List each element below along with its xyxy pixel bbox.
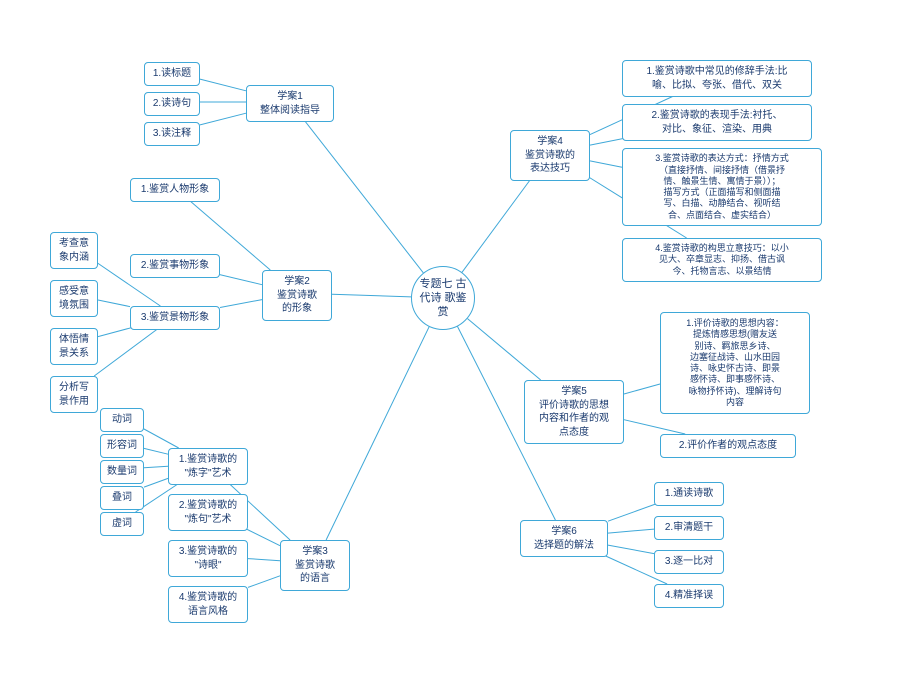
node-label: 4.鉴赏诗歌的 语言风格 [179, 591, 237, 618]
center-label: 专题七 古代诗 歌鉴赏 [416, 277, 470, 320]
center-node: 专题七 古代诗 歌鉴赏 [411, 266, 475, 330]
edge [139, 426, 179, 448]
node-a1: 学案1 整体阅读指导 [246, 85, 334, 122]
node-a1_3: 3.读注释 [144, 122, 200, 146]
node-label: 学案5 评价诗歌的思想 内容和作者的观 点态度 [539, 385, 609, 439]
node-label: 学案6 选择题的解法 [534, 525, 594, 552]
node-label: 叠词 [112, 491, 132, 505]
edge [248, 559, 280, 561]
node-label: 1.鉴赏诗歌的 "炼字"艺术 [179, 453, 237, 480]
node-label: 2.评价作者的观点态度 [679, 439, 777, 453]
node-a2_3c: 体悟情 景关系 [50, 328, 98, 365]
edge [200, 113, 246, 125]
node-a2_3b: 感受意 境氛围 [50, 280, 98, 317]
node-a3_1a: 动词 [100, 408, 144, 432]
edge [144, 478, 168, 487]
node-label: 学案4 鉴赏诗歌的 表达技巧 [525, 135, 575, 176]
node-label: 体悟情 景关系 [59, 333, 89, 360]
node-a1_2: 2.读诗句 [144, 92, 200, 116]
node-label: 4.精准择误 [665, 589, 713, 603]
node-label: 1.鉴赏诗歌中常见的修辞手法:比 喻、比拟、夸张、借代、双关 [646, 65, 787, 92]
node-a6_2: 2.审清题干 [654, 516, 724, 540]
edge [144, 448, 168, 454]
edge [94, 326, 161, 376]
node-a3_1b: 形容词 [100, 434, 144, 458]
node-label: 2.鉴赏诗歌的表现手法:衬托、 对比、象征、渲染、用典 [651, 109, 782, 136]
node-a3_2: 2.鉴赏诗歌的 "炼句"艺术 [168, 494, 248, 531]
edge [220, 300, 262, 308]
node-a2_1: 1.鉴赏人物形象 [130, 178, 220, 202]
node-label: 形容词 [107, 439, 137, 453]
node-label: 1.读标题 [153, 67, 191, 81]
node-a3_4: 4.鉴赏诗歌的 语言风格 [168, 586, 248, 623]
node-label: 1.鉴赏人物形象 [141, 183, 209, 197]
node-a3_1d: 叠词 [100, 486, 144, 510]
edge [248, 576, 280, 588]
node-label: 动词 [112, 413, 132, 427]
edge [608, 529, 654, 533]
edge [200, 79, 246, 91]
node-label: 2.审清题干 [665, 521, 713, 535]
node-a3_1c: 数量词 [100, 460, 144, 484]
edge [326, 327, 429, 540]
node-a2_2: 2.鉴赏事物形象 [130, 254, 220, 278]
edge [624, 384, 660, 394]
node-label: 考查意 象内涵 [59, 237, 89, 264]
node-label: 3.读注释 [153, 127, 191, 141]
node-label: 3.鉴赏诗歌的表达方式：抒情方式 （直接抒情、间接抒情（借景抒 情、触景生情、寓… [655, 153, 789, 221]
node-label: 1.评价诗歌的思想内容： 提炼情感思想(赠友送 别诗、羁旅思乡诗、 边塞征战诗、… [686, 318, 784, 408]
edge [144, 466, 168, 467]
node-a6_1: 1.通读诗歌 [654, 482, 724, 506]
node-a5: 学案5 评价诗歌的思想 内容和作者的观 点态度 [524, 380, 624, 444]
node-a3: 学案3 鉴赏诗歌 的语言 [280, 540, 350, 591]
edge [608, 545, 654, 554]
node-label: 学案3 鉴赏诗歌 的语言 [295, 545, 335, 586]
edge [217, 274, 262, 285]
node-a4_1: 1.鉴赏诗歌中常见的修辞手法:比 喻、比拟、夸张、借代、双关 [622, 60, 812, 97]
node-a6_4: 4.精准择误 [654, 584, 724, 608]
edge [98, 300, 130, 307]
node-label: 3.逐一比对 [665, 555, 713, 569]
node-a3_1: 1.鉴赏诗歌的 "炼字"艺术 [168, 448, 248, 485]
node-a4_3: 3.鉴赏诗歌的表达方式：抒情方式 （直接抒情、间接抒情（借景抒 情、触景生情、寓… [622, 148, 822, 226]
node-label: 3.鉴赏景物形象 [141, 311, 209, 325]
edge [624, 420, 685, 434]
edge [303, 119, 423, 273]
node-label: 2.鉴赏事物形象 [141, 259, 209, 273]
node-a3_3: 3.鉴赏诗歌的 "诗眼" [168, 540, 248, 577]
node-a6_3: 3.逐一比对 [654, 550, 724, 574]
node-label: 数量词 [107, 465, 137, 479]
node-label: 2.鉴赏诗歌的 "炼句"艺术 [179, 499, 237, 526]
edge [590, 161, 622, 167]
node-a2_3d: 分析写 景作用 [50, 376, 98, 413]
node-a5_1: 1.评价诗歌的思想内容： 提炼情感思想(赠友送 别诗、羁旅思乡诗、 边塞征战诗、… [660, 312, 810, 414]
node-label: 1.通读诗歌 [665, 487, 713, 501]
node-label: 学案1 整体阅读指导 [260, 90, 320, 117]
edge [468, 319, 541, 380]
node-label: 2.读诗句 [153, 97, 191, 111]
node-label: 感受意 境氛围 [59, 285, 89, 312]
node-a2_3a: 考查意 象内涵 [50, 232, 98, 269]
node-a4_4: 4.鉴赏诗歌的构思立意技巧：以小 见大、卒章显志、抑扬、借古讽 今、托物言志、以… [622, 238, 822, 282]
node-a3_1e: 虚词 [100, 512, 144, 536]
node-label: 4.鉴赏诗歌的构思立意技巧：以小 见大、卒章显志、抑扬、借古讽 今、托物言志、以… [655, 243, 789, 277]
node-a5_2: 2.评价作者的观点态度 [660, 434, 796, 458]
node-a2_3: 3.鉴赏景物形象 [130, 306, 220, 330]
node-label: 虚词 [112, 517, 132, 531]
node-a1_1: 1.读标题 [144, 62, 200, 86]
node-a6: 学案6 选择题的解法 [520, 520, 608, 557]
node-label: 分析写 景作用 [59, 381, 89, 408]
node-label: 3.鉴赏诗歌的 "诗眼" [179, 545, 237, 572]
edge [462, 176, 533, 272]
edge [332, 294, 411, 297]
node-a2: 学案2 鉴赏诗歌 的形象 [262, 270, 332, 321]
node-label: 学案2 鉴赏诗歌 的形象 [277, 275, 317, 316]
node-a4: 学案4 鉴赏诗歌的 表达技巧 [510, 130, 590, 181]
node-a4_2: 2.鉴赏诗歌的表现手法:衬托、 对比、象征、渲染、用典 [622, 104, 812, 141]
